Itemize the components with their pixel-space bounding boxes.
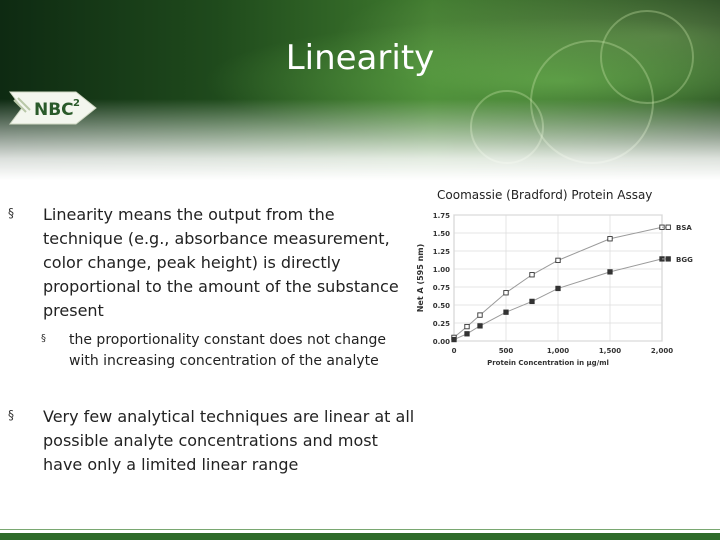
chart-title: Coomassie (Bradford) Protein Assay [437, 188, 653, 202]
bullet-1-text: Linearity means the output from the tech… [43, 205, 399, 320]
bullet-marker: § [8, 408, 14, 422]
y-tick-label: 0.25 [433, 320, 450, 328]
sub-bullet-marker: § [41, 333, 46, 344]
slide-title: Linearity [285, 38, 435, 78]
y-tick-label: 1.50 [433, 230, 450, 238]
y-tick-label: 0.75 [433, 284, 450, 292]
data-point-bsa [529, 272, 535, 278]
bullet-2-text: Very few analytical techniques are linea… [43, 407, 415, 474]
data-point-bgg [555, 285, 561, 292]
data-point-bgg [529, 298, 535, 305]
data-point-bgg [477, 323, 483, 329]
x-tick-label: 1,500 [599, 347, 621, 355]
y-tick-label: 0.00 [433, 338, 450, 346]
x-axis-label: Protein Concentration in µg/ml [487, 359, 609, 367]
y-tick-label: 1.00 [433, 266, 450, 274]
y-tick-label: 1.75 [433, 212, 450, 220]
legend-marker [665, 256, 671, 262]
data-point-bsa [607, 236, 613, 242]
y-tick-label: 1.25 [433, 248, 450, 256]
x-tick-label: 1,000 [547, 347, 569, 355]
legend-label-bsa: BSA [676, 224, 692, 232]
header-banner: Linearity NBC 2 [0, 0, 720, 180]
data-point-bsa [477, 312, 483, 318]
protein-assay-chart: 0.00 0.25 0.50 0.75 1.00 1.25 1.50 1.75 0 500 1,00… [416, 212, 693, 367]
sub-bullet-text: the proportionality constant does not ch… [69, 332, 386, 369]
logo-superscript: 2 [73, 98, 80, 109]
data-point-bsa [464, 323, 470, 330]
x-tick-label: 0 [452, 347, 457, 355]
footer-rule [0, 529, 720, 530]
x-tick-label: 2,000 [651, 347, 673, 355]
y-tick-label: 0.50 [433, 302, 450, 310]
bullet-marker: § [8, 206, 14, 220]
logo-text: NBC [34, 100, 74, 120]
x-tick-label: 500 [499, 347, 514, 355]
data-point-bgg [451, 336, 457, 343]
data-point-bgg [503, 309, 509, 315]
data-point-bsa [503, 290, 509, 296]
legend-label-bgg: BGG [676, 256, 693, 264]
y-axis-label: Net A (595 nm) [416, 244, 425, 313]
legend-marker [665, 224, 671, 230]
data-point-bgg [464, 331, 470, 337]
nbc2-logo: NBC 2 [9, 91, 97, 125]
footer-bar [0, 533, 720, 540]
data-point-bgg [607, 269, 613, 275]
header-fade [0, 0, 720, 180]
data-point-bsa [555, 257, 561, 264]
